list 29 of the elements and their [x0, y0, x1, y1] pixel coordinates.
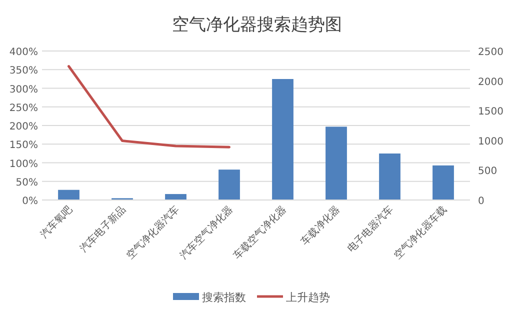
- legend-label: 上升趋势: [286, 291, 330, 304]
- y2-tick-label: 1000: [478, 136, 504, 148]
- bar: [326, 126, 347, 200]
- y2-tick-label: 2500: [478, 47, 504, 58]
- bar: [218, 170, 240, 200]
- y2-tick-label: 500: [478, 166, 498, 178]
- y-tick-label: 250%: [9, 102, 38, 114]
- legend-label: 搜索指数: [202, 291, 246, 304]
- y2-tick-label: 1500: [478, 106, 504, 118]
- y-tick-label: 200%: [9, 122, 38, 132]
- line-series: [68, 65, 230, 148]
- bar: [379, 154, 400, 200]
- y-tick-label: 400%: [9, 47, 38, 58]
- x-tick-label: 车载净化器: [298, 204, 342, 248]
- y-tick-label: 350%: [9, 66, 38, 77]
- chart-title: 空气净化器搜索趋势图: [172, 15, 342, 35]
- bar: [432, 165, 454, 200]
- y2-tick-label: 2000: [478, 76, 504, 88]
- y-tick-label: 150%: [9, 140, 38, 152]
- bar: [58, 190, 80, 200]
- bar: [165, 194, 186, 200]
- x-tick-label: 空气净化器车载: [391, 204, 450, 262]
- y-tick-label: 50%: [16, 177, 38, 188]
- bar: [272, 79, 294, 200]
- y2-tick-label: 0: [478, 196, 484, 207]
- y-tick-label: 100%: [9, 158, 38, 170]
- x-tick-label: 汽车氧吧: [38, 204, 75, 240]
- y-tick-label: 0%: [22, 196, 38, 207]
- y-tick-label: 300%: [9, 84, 38, 96]
